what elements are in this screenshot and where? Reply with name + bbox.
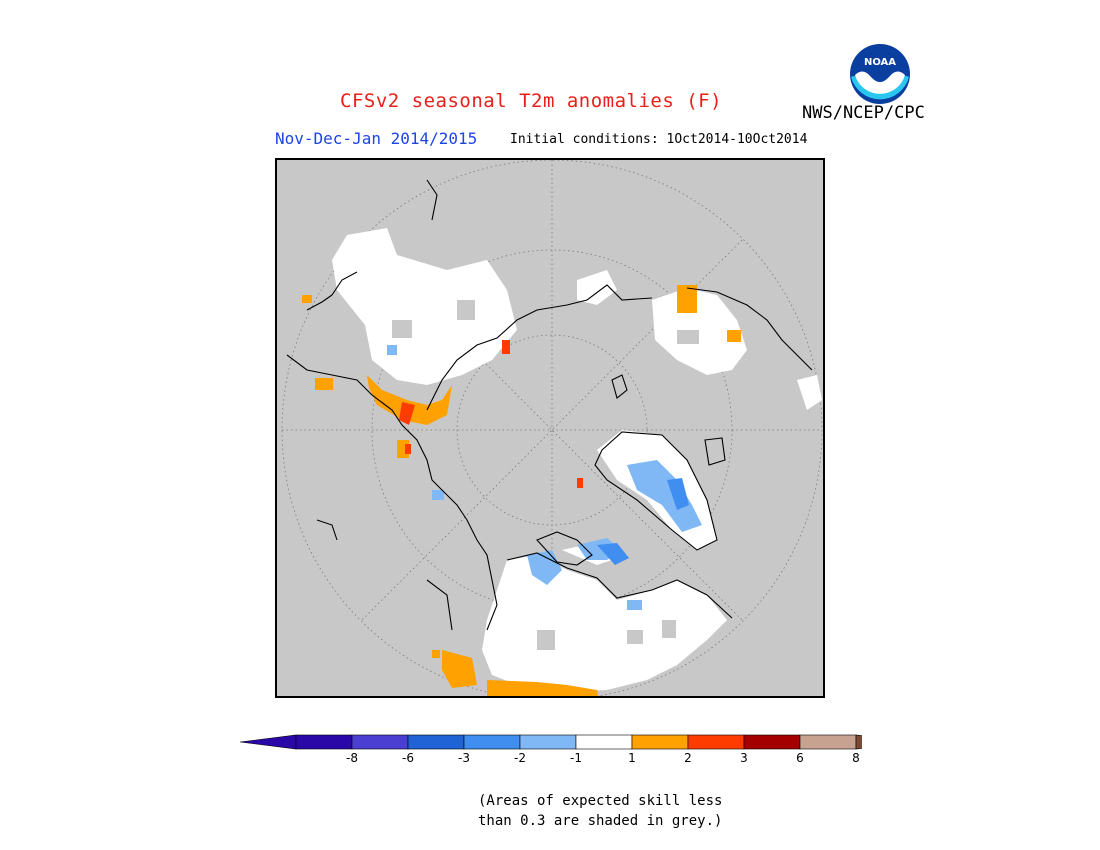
- initial-conditions: Initial conditions: 1Oct2014-10Oct2014: [510, 132, 808, 147]
- anomaly-neutral: [332, 228, 822, 692]
- colorbar-box: [463, 734, 521, 750]
- colorbar-arrow-high: [855, 734, 862, 750]
- colorbar-tick-label: 2: [684, 751, 692, 765]
- logo-text: NOAA: [864, 57, 896, 68]
- skill-mask-patches: [392, 300, 699, 650]
- map-title: CFSv2 seasonal T2m anomalies (F): [340, 90, 723, 112]
- colorbar-box: [687, 734, 745, 750]
- colorbar-tick-label: -3: [458, 751, 470, 765]
- agency-label: NWS/NCEP/CPC: [802, 103, 925, 123]
- colorbar-box: [295, 734, 353, 750]
- colorbar-box: [799, 734, 857, 750]
- colorbar-box: [743, 734, 801, 750]
- colorbar: [240, 734, 862, 750]
- skill-note-line1: (Areas of expected skill less: [478, 793, 723, 809]
- noaa-logo: NOAA: [849, 43, 911, 105]
- colorbar-tick-label: 3: [740, 751, 748, 765]
- colorbar-box: [407, 734, 465, 750]
- colorbar-tick-label: 6: [796, 751, 804, 765]
- forecast-period: Nov-Dec-Jan 2014/2015: [275, 129, 478, 148]
- colorbar-tick-label: 8: [852, 751, 860, 765]
- colorbar-box: [631, 734, 689, 750]
- polar-map: [275, 158, 825, 698]
- colorbar-arrow-low: [240, 734, 297, 750]
- colorbar-tick-label: -8: [346, 751, 358, 765]
- skill-note-line2: than 0.3 are shaded in grey.): [478, 813, 723, 829]
- colorbar-tick-label: -1: [570, 751, 582, 765]
- colorbar-box: [519, 734, 577, 750]
- colorbar-tick-label: -2: [514, 751, 526, 765]
- anomaly-plus2: [399, 340, 583, 488]
- anomaly-plus1: [302, 285, 741, 696]
- skill-note: (Areas of expected skill less than 0.3 a…: [478, 791, 778, 831]
- colorbar-tick-label: -6: [402, 751, 414, 765]
- anomaly-minus2: [597, 478, 689, 565]
- coastlines: [286, 179, 813, 631]
- colorbar-box: [575, 734, 633, 750]
- anomaly-minus1: [387, 345, 702, 610]
- colorbar-box: [351, 734, 409, 750]
- colorbar-tick-label: 1: [628, 751, 636, 765]
